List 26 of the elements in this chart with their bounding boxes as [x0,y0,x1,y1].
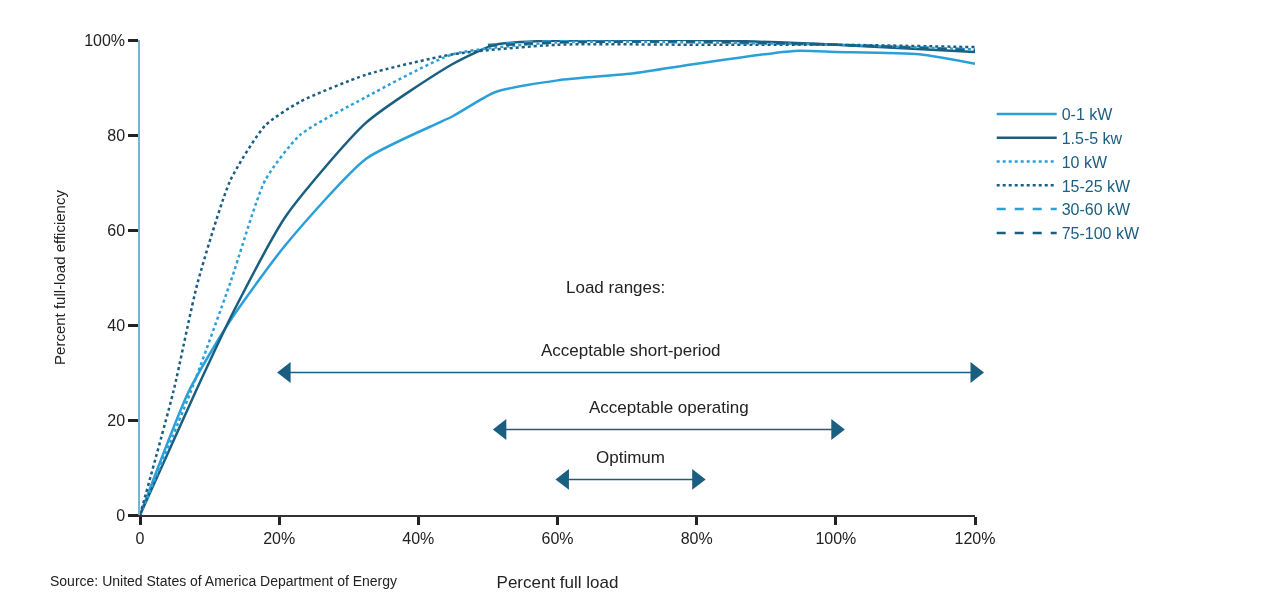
legend-label: 15-25 kW [1061,177,1132,195]
y-tick-label: 20 [107,411,126,429]
x-tick-label: 60% [541,529,574,547]
y-tick-label: 0 [116,506,126,524]
y-tick-label: 60 [107,221,126,239]
x-tick-label: 80% [680,529,713,547]
y-tick-label: 80 [107,126,126,144]
y-tick-label: 100% [84,31,126,49]
x-tick-label: 0 [135,529,145,547]
source-note: Source: United States of America Department of Energy [50,573,398,589]
legend-label: 75-100 kW [1061,225,1140,243]
x-tick-label: 100% [815,529,857,547]
annotation: Acceptable short-period [541,341,721,360]
y-tick-label: 40 [107,316,126,334]
annotation: Optimum [596,448,665,467]
x-tick-label: 20% [263,529,296,547]
legend-label: 10 kW [1061,153,1108,171]
x-tick-label: 120% [954,529,996,547]
annotation: Load ranges: [566,278,666,297]
x-axis-title: Percent full load [496,572,619,592]
x-tick-label: 40% [402,529,435,547]
legend-label: 0-1 kW [1061,106,1114,124]
legend-label: 1.5-5 kw [1061,129,1123,147]
annotation: Acceptable operating [589,398,749,417]
y-axis-title: Percent full-load efficiency [50,189,68,365]
legend-label: 30-60 kW [1061,201,1132,219]
